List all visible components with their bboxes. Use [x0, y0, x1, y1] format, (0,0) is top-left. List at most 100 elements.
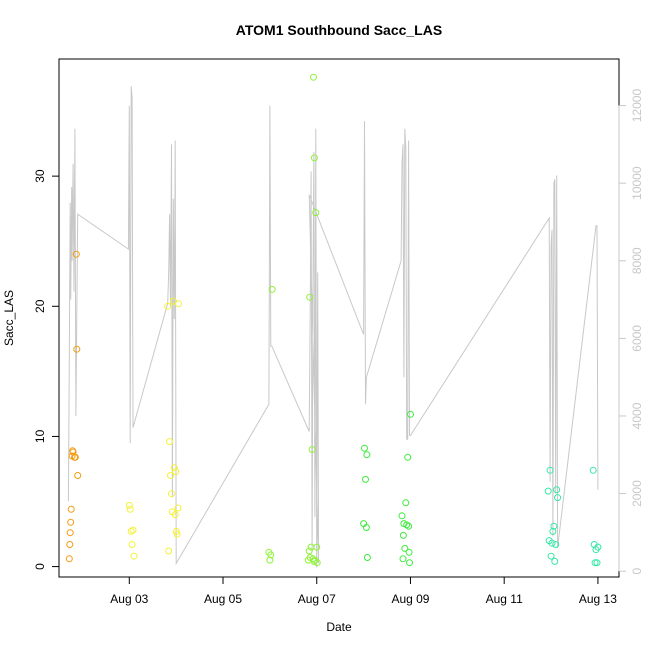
data-point — [164, 302, 172, 310]
data-point — [402, 499, 410, 507]
data-point — [306, 293, 314, 301]
chart-title: ATOM1 Southbound Sacc_LAS — [236, 22, 442, 38]
data-point — [66, 541, 74, 548]
data-point — [308, 446, 316, 453]
data-point — [362, 524, 370, 531]
data-point — [313, 543, 321, 551]
data-point — [407, 410, 414, 418]
data-point — [74, 472, 82, 479]
x-axis-label: Date — [326, 620, 352, 634]
data-point — [126, 505, 134, 513]
plot-frame — [58, 58, 620, 578]
data-point — [167, 472, 174, 479]
data-point — [405, 548, 413, 556]
data-point — [406, 559, 413, 567]
data-point — [67, 518, 75, 526]
x-tick-label: Aug 05 — [204, 592, 242, 606]
data-point — [172, 468, 180, 476]
data-point — [401, 544, 409, 552]
data-point — [399, 555, 407, 563]
data-point — [129, 526, 137, 534]
point-group-1 — [65, 250, 82, 563]
right-tick-label: 10000 — [630, 166, 644, 200]
data-point — [312, 209, 320, 217]
data-point — [591, 559, 599, 567]
data-point — [589, 466, 597, 474]
data-point — [362, 475, 369, 483]
data-point — [174, 504, 182, 512]
data-point — [267, 551, 275, 559]
data-point — [549, 527, 557, 535]
data-point — [65, 555, 73, 563]
data-point — [550, 522, 558, 530]
y-tick-label: 30 — [33, 169, 47, 183]
data-point — [398, 512, 406, 520]
secondary-series — [67, 86, 599, 568]
data-point — [130, 552, 138, 560]
data-point — [552, 541, 560, 548]
right-tick-label: 12000 — [630, 89, 644, 123]
x-tick-label: Aug 07 — [298, 592, 336, 606]
data-point — [363, 451, 371, 459]
x-tick-label: Aug 13 — [579, 592, 617, 606]
data-point — [363, 554, 371, 561]
x-tick-label: Aug 11 — [486, 592, 523, 606]
data-point — [593, 559, 601, 567]
data-point — [403, 521, 411, 529]
right-tick-label: 8000 — [630, 247, 644, 274]
data-point — [313, 559, 321, 567]
y-axis-left: 0 10 20 30 — [33, 169, 60, 570]
data-point — [547, 552, 555, 560]
data-point — [554, 494, 562, 502]
data-point — [544, 487, 552, 495]
data-point — [168, 490, 175, 498]
point-group-3 — [265, 73, 321, 567]
data-point — [266, 556, 274, 564]
point-group-4 — [360, 410, 414, 567]
data-point — [594, 543, 602, 551]
y-axis-right: 0 2000 4000 6000 8000 10000 12000 — [618, 89, 644, 575]
data-point — [171, 511, 179, 518]
data-point — [268, 285, 276, 293]
y-tick-label: 20 — [33, 299, 47, 313]
data-point — [310, 557, 318, 565]
data-point — [553, 486, 561, 494]
data-point — [73, 345, 81, 353]
data-point — [305, 547, 313, 555]
data-point — [128, 541, 136, 548]
data-point — [125, 501, 133, 509]
point-group-5 — [544, 466, 602, 567]
right-tick-label: 2000 — [630, 480, 644, 507]
x-tick-label: Aug 03 — [110, 592, 148, 606]
data-point — [399, 531, 407, 539]
x-tick-label: Aug 09 — [391, 592, 429, 606]
right-tick-label: 4000 — [630, 402, 644, 429]
right-tick-label: 0 — [630, 568, 644, 575]
data-point — [71, 453, 79, 461]
data-point — [66, 529, 74, 537]
y-tick-label: 0 — [33, 563, 47, 570]
data-point — [173, 530, 181, 538]
data-point — [175, 300, 182, 308]
data-point — [546, 466, 554, 474]
right-tick-label: 6000 — [630, 325, 644, 352]
data-point — [72, 250, 80, 258]
y-axis-label: Sacc_LAS — [2, 290, 16, 346]
scatter-points — [65, 73, 602, 567]
data-point — [67, 505, 75, 513]
data-point — [310, 154, 318, 162]
data-point — [405, 522, 413, 530]
data-point — [361, 444, 368, 452]
data-point — [310, 73, 317, 81]
data-point — [165, 547, 173, 555]
data-point — [166, 438, 174, 446]
y-tick-label: 10 — [33, 429, 47, 443]
x-axis: Aug 03 Aug 05 Aug 07 Aug 09 Aug 11 Aug 13 — [110, 576, 617, 606]
secondary-series-line — [67, 86, 599, 568]
data-point — [127, 527, 135, 535]
data-point — [548, 539, 556, 547]
data-point — [551, 557, 559, 565]
data-point — [170, 464, 178, 472]
data-point — [404, 453, 412, 461]
